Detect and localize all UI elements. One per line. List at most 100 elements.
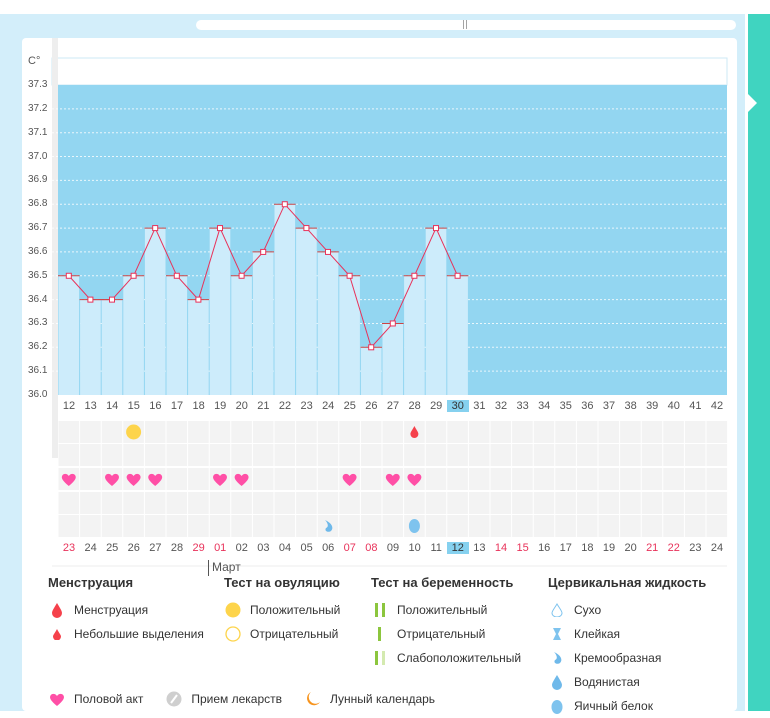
- cycle-day-label[interactable]: 41: [689, 400, 702, 412]
- date-label[interactable]: 26: [127, 542, 140, 554]
- heart-icon: [385, 473, 400, 486]
- cycle-day-label[interactable]: 38: [624, 400, 637, 412]
- marker-cell: [339, 515, 360, 537]
- y-tick-label: 36.4: [28, 293, 48, 305]
- date-label[interactable]: 10: [408, 542, 421, 554]
- heart-icon: [342, 473, 357, 486]
- date-label[interactable]: 20: [624, 542, 637, 554]
- date-label[interactable]: 06: [322, 542, 335, 554]
- cycle-day-label[interactable]: 23: [300, 400, 313, 412]
- date-label[interactable]: 22: [667, 542, 680, 554]
- date-label[interactable]: 04: [278, 542, 292, 554]
- temperature-point: [411, 272, 418, 279]
- y-tick-label: 36.8: [28, 198, 48, 210]
- marker-cell: [490, 492, 512, 514]
- cycle-day-label[interactable]: 28: [408, 400, 421, 412]
- marker-cell: [663, 421, 684, 443]
- date-label[interactable]: 15: [516, 542, 529, 554]
- date-label[interactable]: 16: [538, 542, 551, 554]
- marker-cell: [620, 444, 641, 466]
- date-label[interactable]: 27: [149, 542, 162, 554]
- cycle-day-label[interactable]: 26: [365, 400, 378, 412]
- temperature-bar: [123, 275, 144, 395]
- date-label[interactable]: 23: [689, 542, 702, 554]
- horizontal-scrollbar[interactable]: [196, 20, 736, 30]
- cycle-day-label[interactable]: 24: [322, 400, 335, 412]
- scroll-grip-icon[interactable]: ||: [462, 20, 469, 30]
- date-label[interactable]: 13: [473, 542, 486, 554]
- cycle-day-label[interactable]: 32: [494, 400, 508, 412]
- cycle-day-label[interactable]: 19: [214, 400, 227, 412]
- marker-cell: [296, 515, 317, 537]
- cycle-day-label[interactable]: 39: [646, 400, 659, 412]
- temperature-point: [303, 225, 310, 232]
- date-label[interactable]: 25: [106, 542, 119, 554]
- temperature-bar: [58, 275, 80, 395]
- date-label[interactable]: 24: [84, 542, 97, 554]
- cycle-day-label[interactable]: 37: [602, 400, 616, 412]
- cycle-day-label[interactable]: 34: [538, 400, 551, 412]
- date-label[interactable]: 01: [214, 542, 227, 554]
- marker-cell: [274, 492, 296, 514]
- legend-fluid: Цервикальная жидкость Сухо Клейкая Кремо…: [548, 575, 707, 714]
- date-label[interactable]: 21: [646, 542, 659, 554]
- cycle-day-label[interactable]: 22: [278, 400, 292, 412]
- cycle-day-label[interactable]: 20: [235, 400, 248, 412]
- date-label[interactable]: 08: [365, 542, 378, 554]
- date-label[interactable]: 23: [62, 542, 76, 554]
- marker-cell: [447, 421, 468, 443]
- marker-cell: [101, 444, 123, 466]
- cycle-day-label[interactable]: 21: [257, 400, 270, 412]
- marker-cell: [620, 468, 641, 490]
- date-label[interactable]: 07: [343, 542, 356, 554]
- marker-cell: [58, 515, 80, 537]
- cycle-day-label[interactable]: 31: [473, 400, 486, 412]
- cycle-day-label[interactable]: 42: [710, 400, 724, 412]
- date-label[interactable]: 12: [446, 542, 469, 554]
- marker-cell: [80, 515, 101, 537]
- arrow-right-icon[interactable]: [748, 94, 757, 112]
- legend-title: Менструация: [48, 575, 134, 590]
- cycle-day-label[interactable]: 25: [343, 400, 356, 412]
- cycle-day-label[interactable]: 17: [170, 400, 184, 412]
- cycle-day-label[interactable]: 40: [667, 400, 680, 412]
- date-label[interactable]: 24: [710, 542, 724, 554]
- marker-cell: [490, 468, 512, 490]
- cycle-day-label[interactable]: 36: [581, 400, 594, 412]
- cycle-day-label[interactable]: 33: [516, 400, 529, 412]
- cycle-day-label[interactable]: 29: [430, 400, 443, 412]
- date-label[interactable]: 11: [430, 542, 442, 554]
- marker-cell: [296, 421, 317, 443]
- date-label[interactable]: 09: [386, 542, 400, 554]
- date-label[interactable]: 28: [170, 542, 184, 554]
- date-label[interactable]: 05: [300, 542, 313, 554]
- marker-cell: [339, 492, 360, 514]
- marker-cell: [533, 421, 555, 443]
- cycle-day-label[interactable]: 13: [84, 400, 97, 412]
- marker-cell: [252, 444, 274, 466]
- date-label[interactable]: 02: [235, 542, 248, 554]
- marker-cell: [576, 444, 598, 466]
- marker-cell: [296, 492, 317, 514]
- cycle-day-label[interactable]: 16: [149, 400, 162, 412]
- temperature-point: [346, 272, 353, 279]
- date-label[interactable]: 17: [559, 542, 572, 554]
- cycle-day-label[interactable]: 14: [106, 400, 119, 412]
- date-label[interactable]: 03: [257, 542, 270, 554]
- cycle-day-label[interactable]: 12: [62, 400, 76, 412]
- date-label[interactable]: 14: [494, 542, 508, 554]
- y-tick-label: 36.3: [28, 317, 48, 329]
- marker-cell: [382, 515, 404, 537]
- cycle-day-label[interactable]: 35: [559, 400, 572, 412]
- cycle-day-label[interactable]: 15: [127, 400, 140, 412]
- date-label[interactable]: 18: [581, 542, 594, 554]
- date-label[interactable]: 29: [192, 542, 205, 554]
- cycle-day-label[interactable]: 18: [192, 400, 205, 412]
- marker-cell: [533, 492, 555, 514]
- marker-cell: [706, 492, 728, 514]
- date-label[interactable]: 19: [602, 542, 616, 554]
- legend-other: Половой акт Прием лекарств Лунный календ…: [48, 687, 435, 711]
- side-panel-toggle[interactable]: [748, 14, 770, 711]
- cycle-day-label[interactable]: 27: [386, 400, 400, 412]
- cycle-day-label[interactable]: 30: [446, 400, 469, 412]
